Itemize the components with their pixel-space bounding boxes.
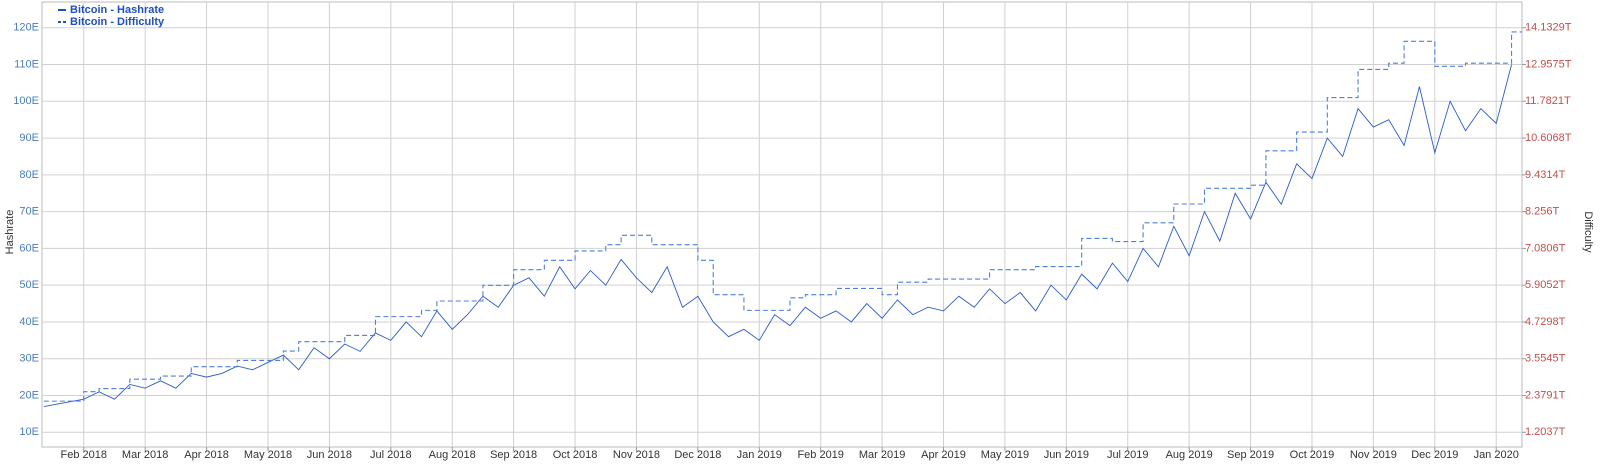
y-tick-label: 60E (19, 242, 39, 254)
y2-tick-label: 11.7821T (1525, 95, 1571, 107)
series-line (43, 31, 1522, 402)
series-line (43, 64, 1512, 407)
y2-tick-label: 1.2037T (1525, 426, 1566, 438)
x-tick-label: Jan 2019 (737, 449, 782, 461)
x-tick-label: Mar 2018 (122, 449, 168, 461)
plot-frame (41, 1, 1523, 448)
y2-tick-label: 7.0806T (1525, 242, 1566, 254)
y-tick-label: 70E (19, 206, 39, 218)
x-tick-label: Jun 2019 (1044, 449, 1089, 461)
y2-tick-label: 4.7298T (1525, 316, 1566, 328)
x-tick-label: Jan 2020 (1474, 449, 1519, 461)
y-tick-label: 100E (13, 95, 39, 107)
x-tick-label: Mar 2019 (859, 449, 905, 461)
x-tick-label: Nov 2018 (613, 449, 660, 461)
x-tick-label: Aug 2018 (429, 449, 476, 461)
y2-tick-label: 2.3791T (1525, 389, 1566, 401)
y-tick-label: 80E (19, 169, 39, 181)
x-tick-label: Jul 2019 (1107, 449, 1149, 461)
x-tick-label: Feb 2018 (61, 449, 107, 461)
x-tick-label: Jul 2018 (370, 449, 412, 461)
y-tick-label: 90E (19, 132, 39, 144)
y-tick-label: 110E (14, 58, 39, 70)
y2-tick-label: 8.256T (1525, 206, 1560, 218)
y-tick-label: 120E (13, 22, 39, 34)
x-tick-label: Apr 2018 (184, 449, 229, 461)
x-tick-label: Dec 2018 (674, 449, 721, 461)
x-tick-label: Oct 2019 (1290, 449, 1335, 461)
y-tick-label: 10E (19, 426, 39, 438)
x-tick-label: Apr 2019 (921, 449, 966, 461)
y-tick-label: 30E (19, 353, 39, 365)
y2-axis-title: Difficulty (1582, 211, 1594, 253)
x-tick-label: Nov 2019 (1350, 449, 1397, 461)
y-tick-label: 40E (19, 316, 39, 328)
y2-tick-label: 14.1329T (1525, 22, 1572, 34)
y2-tick-label: 10.6068T (1525, 132, 1572, 144)
x-tick-label: Dec 2019 (1411, 449, 1458, 461)
x-tick-label: May 2019 (981, 449, 1029, 461)
legend-label: Bitcoin - Hashrate (70, 4, 164, 16)
y2-tick-label: 12.9575T (1525, 58, 1572, 70)
x-tick-label: Feb 2019 (797, 449, 843, 461)
y2-tick-label: 5.9052T (1525, 279, 1566, 291)
y-tick-label: 50E (19, 279, 39, 291)
legend-label: Bitcoin - Difficulty (70, 16, 165, 28)
x-tick-label: Sep 2018 (490, 449, 537, 461)
x-tick-label: Jun 2018 (307, 449, 352, 461)
x-tick-label: Oct 2018 (553, 449, 598, 461)
y-tick-label: 20E (19, 389, 39, 401)
x-tick-label: Sep 2019 (1227, 449, 1274, 461)
y2-tick-label: 3.5545T (1525, 353, 1566, 365)
x-tick-label: May 2018 (244, 449, 292, 461)
x-tick-label: Aug 2019 (1166, 449, 1213, 461)
y2-tick-label: 9.4314T (1525, 169, 1566, 181)
y-axis-title: Hashrate (4, 210, 16, 255)
